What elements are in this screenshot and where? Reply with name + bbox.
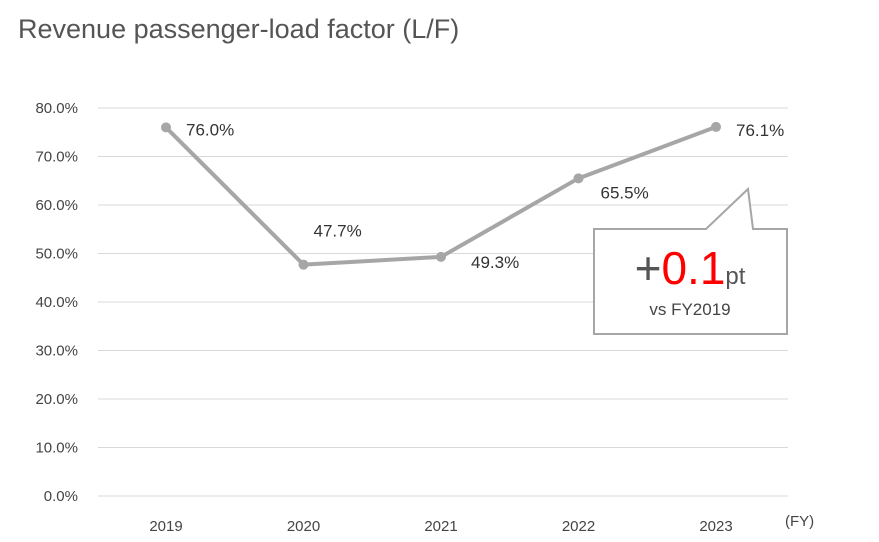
data-point — [573, 173, 584, 184]
callout-text: +0.1pt — [635, 242, 746, 294]
x-axis-unit: (FY) — [785, 513, 814, 530]
data-labels: 76.0% 47.7% 49.3% 65.5% 76.1% — [186, 120, 784, 271]
data-label: 76.1% — [736, 121, 784, 140]
chart-title: Revenue passenger-load factor (L/F) — [18, 14, 459, 44]
y-tick-label: 10.0% — [35, 440, 78, 457]
data-point — [161, 122, 171, 133]
y-tick-label: 20.0% — [35, 391, 78, 408]
y-tick-label: 70.0% — [35, 149, 78, 166]
x-tick-label: 2021 — [424, 518, 457, 535]
callout-unit: pt — [725, 263, 745, 290]
callout-box — [593, 186, 788, 335]
data-point — [711, 121, 721, 132]
y-tick-label: 60.0% — [35, 197, 78, 214]
x-tick-label: 2022 — [562, 518, 595, 535]
callout-value: 0.1 — [661, 242, 725, 294]
y-tick-label: 40.0% — [35, 294, 78, 311]
x-axis-ticks: 2019 2020 2021 2022 2023 — [149, 518, 732, 535]
callout-sign: + — [635, 242, 662, 294]
y-tick-label: 50.0% — [35, 246, 78, 263]
y-tick-label: 80.0% — [35, 100, 78, 117]
data-point — [298, 259, 309, 270]
y-tick-label: 30.0% — [35, 343, 78, 360]
x-tick-label: 2019 — [149, 518, 182, 535]
x-tick-label: 2020 — [287, 518, 320, 535]
y-tick-label: 0.0% — [44, 488, 78, 505]
series — [161, 121, 721, 270]
data-label: 76.0% — [186, 120, 234, 139]
data-label: 65.5% — [601, 183, 649, 202]
callout-subtitle: vs FY2019 — [649, 300, 730, 319]
callout: +0.1pt vs FY2019 — [593, 186, 788, 335]
data-point — [436, 251, 446, 262]
data-label: 49.3% — [471, 253, 519, 272]
data-label: 47.7% — [314, 222, 362, 241]
y-axis-ticks: 0.0% 10.0% 20.0% 30.0% 40.0% 50.0% 60.0% 70.0% 8… — [35, 100, 78, 505]
x-tick-label: 2023 — [699, 518, 732, 535]
